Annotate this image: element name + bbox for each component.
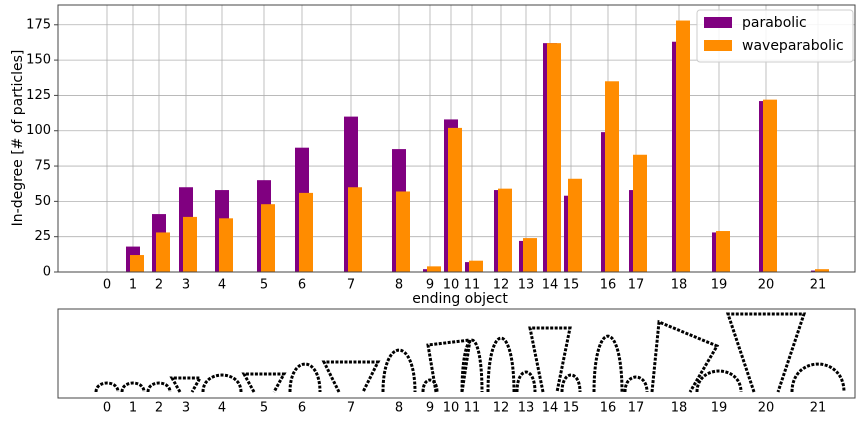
bar (605, 81, 619, 272)
x-tick-label: 1 (129, 278, 137, 293)
x-tick-label: 15 (563, 278, 580, 293)
x-tick-label: 17 (628, 278, 645, 293)
x-tick-label: 8 (395, 278, 403, 293)
x-tick-label: 18 (671, 278, 688, 293)
x-tick-label: 15 (563, 401, 580, 416)
x-tick-label: 1 (129, 401, 137, 416)
x-tick-label: 4 (218, 278, 226, 293)
bar (219, 218, 233, 272)
x-tick-label: 2 (155, 278, 163, 293)
shape-panel (58, 309, 855, 398)
x-tick-label: 19 (711, 401, 728, 416)
bar (469, 261, 483, 272)
y-tick-label: 50 (34, 194, 51, 209)
x-tick-label: 14 (542, 401, 559, 416)
x-tick-label: 18 (671, 401, 688, 416)
legend-label: parabolic (742, 15, 807, 31)
y-axis-label: In-degree [# of particles] (10, 50, 26, 227)
bar (633, 155, 647, 272)
x-tick-label: 9 (426, 401, 434, 416)
bar (676, 21, 690, 272)
x-tick-label: 11 (464, 401, 481, 416)
x-tick-label: 12 (493, 278, 510, 293)
y-tick-label: 125 (26, 88, 51, 103)
x-tick-label: 21 (810, 401, 827, 416)
x-tick-label: 12 (493, 401, 510, 416)
bar (568, 179, 582, 272)
bar (183, 217, 197, 272)
bar (299, 193, 313, 272)
x-tick-label: 19 (711, 278, 728, 293)
x-tick-label: 6 (298, 401, 306, 416)
x-tick-label: 13 (518, 401, 535, 416)
x-tick-label: 8 (395, 401, 403, 416)
x-tick-label: 0 (103, 278, 111, 293)
bar (448, 128, 462, 272)
x-tick-label: 10 (443, 278, 460, 293)
x-tick-label: 16 (600, 278, 617, 293)
bar (130, 255, 144, 272)
x-tick-label: 13 (518, 278, 535, 293)
x-tick-label: 3 (182, 278, 190, 293)
x-tick-label: 14 (542, 278, 559, 293)
legend-swatch (704, 17, 732, 28)
x-tick-label: 5 (260, 401, 268, 416)
bar (763, 100, 777, 272)
x-tick-label: 7 (347, 278, 355, 293)
x-tick-label: 6 (298, 278, 306, 293)
bar (547, 43, 561, 272)
bar (716, 231, 730, 272)
y-tick-label: 150 (26, 53, 51, 68)
y-tick-label: 0 (43, 265, 51, 280)
y-tick-label: 25 (34, 229, 51, 244)
x-tick-label: 17 (628, 401, 645, 416)
x-tick-label: 11 (464, 278, 481, 293)
x-tick-label: 4 (218, 401, 226, 416)
legend: parabolic waveparabolic (697, 10, 853, 62)
bar (156, 232, 170, 272)
x-tick-label: 7 (347, 401, 355, 416)
bar (261, 204, 275, 272)
bar (523, 238, 537, 272)
x-tick-label: 9 (426, 278, 434, 293)
x-tick-label: 5 (260, 278, 268, 293)
legend-label: waveparabolic (742, 38, 844, 54)
x-tick-label: 21 (810, 278, 827, 293)
y-tick-label: 175 (26, 17, 51, 32)
bar (396, 191, 410, 272)
legend-swatch (704, 40, 732, 51)
y-tick-label: 100 (26, 123, 51, 138)
bar (427, 266, 441, 272)
x-tick-label: 0 (103, 401, 111, 416)
y-tick-label: 75 (34, 159, 51, 174)
x-tick-label: 10 (443, 401, 460, 416)
x-axis-label: ending object (412, 291, 508, 307)
x-tick-label: 2 (155, 401, 163, 416)
bar (348, 187, 362, 272)
x-tick-label: 3 (182, 401, 190, 416)
chart: In-degree [# of particles] ending object… (0, 0, 856, 421)
x-tick-label: 16 (600, 401, 617, 416)
bar (498, 189, 512, 272)
x-tick-label: 20 (758, 278, 775, 293)
x-tick-label: 20 (758, 401, 775, 416)
